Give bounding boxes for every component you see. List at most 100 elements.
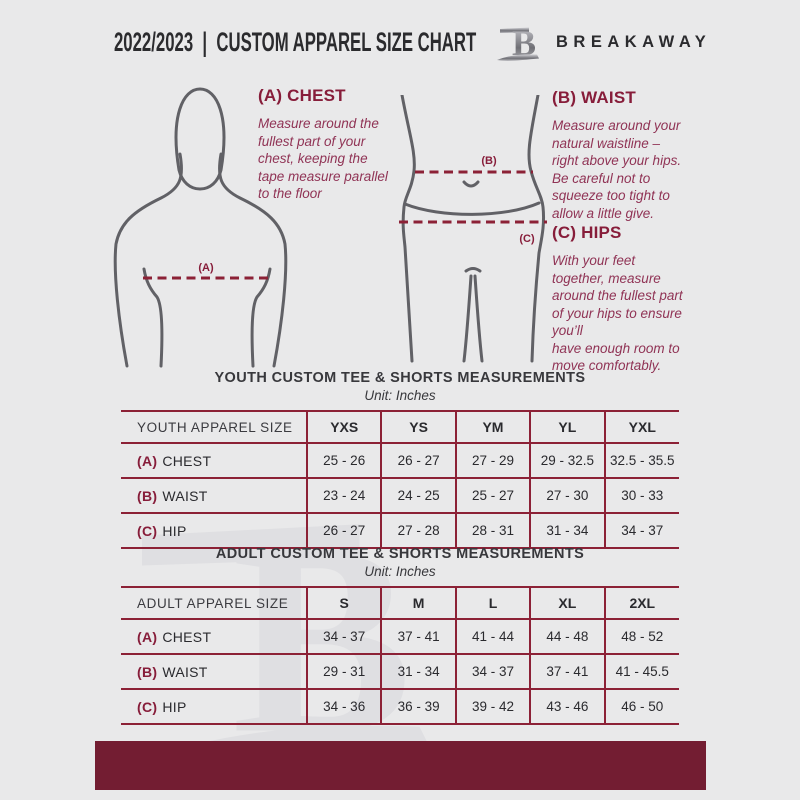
upper-body-diagram: (A) xyxy=(113,87,288,368)
lower-body-diagram: (B) (C) xyxy=(399,95,547,363)
hips-instructions: (C) HIPS With your feet together, measur… xyxy=(552,223,712,375)
row-label-waist: (B) WAIST xyxy=(121,654,307,690)
cell: 31 - 34 xyxy=(529,513,605,549)
size-header-m: M xyxy=(380,586,456,620)
right-hip-side xyxy=(527,95,545,363)
row-name: WAIST xyxy=(162,663,208,680)
cell: 23 - 24 xyxy=(305,478,382,514)
adult-unit-label: Unit: Inches xyxy=(364,564,436,579)
adult-size-column-header: ADULT APPAREL SIZE xyxy=(121,586,307,620)
cell: 24 - 25 xyxy=(380,478,456,514)
youth-chest-row: (A) CHEST 25 - 26 26 - 27 27 - 29 29 - 32… xyxy=(121,443,679,479)
footer-bar xyxy=(95,741,706,790)
row-prefix: (C) xyxy=(137,698,158,715)
cell: 44 - 48 xyxy=(529,619,605,655)
right-armpit-torso xyxy=(250,267,272,368)
cell: 34 - 37 xyxy=(603,513,679,549)
size-header-yxs: YXS xyxy=(305,410,382,444)
chest-heading: (A) CHEST xyxy=(258,86,346,105)
cell: 29 - 32.5 xyxy=(529,443,605,479)
chest-instructions: (A) CHEST Measure around the fullest par… xyxy=(258,86,413,203)
size-header-ym: YM xyxy=(454,410,531,444)
cell: 34 - 37 xyxy=(305,619,382,655)
cell: 48 - 52 xyxy=(603,619,679,655)
left-hip-side xyxy=(400,95,416,363)
adult-table-title: ADULT CUSTOM TEE & SHORTS MEASUREMENTS xyxy=(215,546,585,562)
youth-size-column-header: YOUTH APPAREL SIZE xyxy=(121,410,307,444)
left-armpit-torso xyxy=(142,267,164,368)
youth-header-row: YOUTH APPAREL SIZE YXS YS YM YL YXL xyxy=(121,410,679,444)
cell: 41 - 45.5 xyxy=(603,654,679,690)
right-shoulder-arm xyxy=(217,152,288,368)
hip-curve xyxy=(403,201,541,216)
row-prefix: (A) xyxy=(137,628,158,645)
waist-heading: (B) WAIST xyxy=(552,88,636,107)
cell: 28 - 31 xyxy=(454,513,531,549)
hips-body-text: With your feet together, measure around … xyxy=(552,253,683,373)
cell: 27 - 28 xyxy=(380,513,456,549)
size-header-yl: YL xyxy=(529,410,605,444)
right-inner-leg xyxy=(473,274,484,363)
cell: 26 - 27 xyxy=(380,443,456,479)
row-name: WAIST xyxy=(162,487,208,504)
size-header-s: S xyxy=(305,586,382,620)
adult-header-row: ADULT APPAREL SIZE S M L XL 2XL xyxy=(121,586,679,620)
waist-body-text: Measure around your natural waistline – … xyxy=(552,118,682,221)
chest-body-text: Measure around the fullest part of your … xyxy=(258,116,388,201)
brand-name: BREAKAWAY xyxy=(556,33,712,51)
size-header-yxl: YXL xyxy=(603,410,679,444)
youth-waist-row: (B) WAIST 23 - 24 24 - 25 25 - 27 27 - 30… xyxy=(121,478,679,514)
cell: 29 - 31 xyxy=(305,654,382,690)
cell: 37 - 41 xyxy=(380,619,456,655)
row-label-hip: (C) HIP xyxy=(121,689,307,725)
adult-hip-row: (C) HIP 34 - 36 36 - 39 39 - 42 43 - 46 4… xyxy=(121,689,679,725)
row-prefix: (C) xyxy=(137,522,158,539)
size-header-l: L xyxy=(454,586,531,620)
cell: 36 - 39 xyxy=(380,689,456,725)
page-title: 2022/2023 | CUSTOM APPAREL SIZE CHART xyxy=(114,27,477,57)
row-name: HIP xyxy=(162,522,187,539)
left-shoulder-arm xyxy=(113,152,184,368)
breakaway-logo-icon: B xyxy=(497,23,539,63)
logo-swoosh xyxy=(497,54,539,61)
cell: 34 - 36 xyxy=(305,689,382,725)
waist-line-label: (B) xyxy=(481,155,497,167)
row-name: CHEST xyxy=(162,628,212,645)
size-header-xl: XL xyxy=(529,586,605,620)
row-prefix: (B) xyxy=(137,487,158,504)
cell: 43 - 46 xyxy=(529,689,605,725)
youth-unit-label: Unit: Inches xyxy=(364,388,436,403)
head-outline xyxy=(174,87,226,191)
crotch-curve xyxy=(464,267,482,273)
cell: 46 - 50 xyxy=(603,689,679,725)
row-label-chest: (A) CHEST xyxy=(121,443,307,479)
youth-section: YOUTH CUSTOM TEE & SHORTS MEASUREMENTS U… xyxy=(0,369,800,549)
cell: 39 - 42 xyxy=(454,689,531,725)
waist-instructions: (B) WAIST Measure around your natural wa… xyxy=(552,88,704,222)
youth-hip-row: (C) HIP 26 - 27 27 - 28 28 - 31 31 - 34 3… xyxy=(121,513,679,549)
cell: 41 - 44 xyxy=(454,619,531,655)
cell: 26 - 27 xyxy=(305,513,382,549)
youth-size-table: YOUTH APPAREL SIZE YXS YS YM YL YXL (A) C… xyxy=(121,410,679,549)
left-inner-leg xyxy=(462,274,473,363)
hips-heading: (C) HIPS xyxy=(552,223,622,242)
adult-waist-row: (B) WAIST 29 - 31 31 - 34 34 - 37 37 - 41… xyxy=(121,654,679,690)
belly-button xyxy=(462,180,480,188)
hip-line-label: (C) xyxy=(519,233,535,245)
cell: 37 - 41 xyxy=(529,654,605,690)
cell: 25 - 26 xyxy=(305,443,382,479)
row-label-hip: (C) HIP xyxy=(121,513,307,549)
adult-size-table: ADULT APPAREL SIZE S M L XL 2XL (A) CHEST… xyxy=(121,586,679,725)
cell: 27 - 29 xyxy=(454,443,531,479)
adult-chest-row: (A) CHEST 34 - 37 37 - 41 41 - 44 44 - 48… xyxy=(121,619,679,655)
cell: 34 - 37 xyxy=(454,654,531,690)
cell: 25 - 27 xyxy=(454,478,531,514)
row-label-waist: (B) WAIST xyxy=(121,478,307,514)
adult-section: ADULT CUSTOM TEE & SHORTS MEASUREMENTS U… xyxy=(0,545,800,725)
size-header-ys: YS xyxy=(380,410,456,444)
chest-line-label: (A) xyxy=(198,262,214,274)
cell: 30 - 33 xyxy=(603,478,679,514)
youth-table-title: YOUTH CUSTOM TEE & SHORTS MEASUREMENTS xyxy=(214,370,586,386)
cell: 32.5 - 35.5 xyxy=(603,443,679,479)
row-prefix: (A) xyxy=(137,452,158,469)
